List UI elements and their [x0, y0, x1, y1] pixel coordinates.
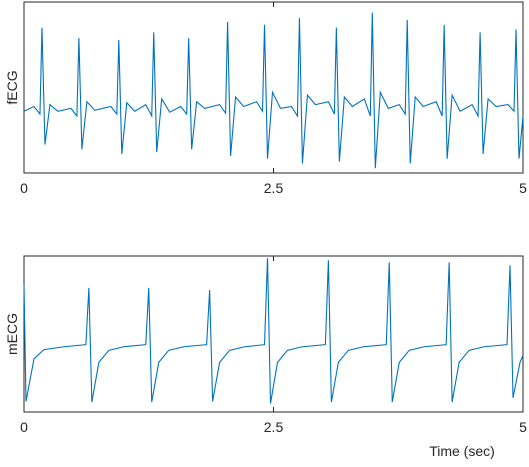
line-series	[23, 12, 524, 169]
x-tick-label: 2.5	[264, 180, 284, 196]
x-axis-label: Time (sec)	[429, 443, 495, 459]
x-tick-label: 5	[519, 419, 527, 435]
line-series	[23, 258, 524, 404]
y-axis-label: mECG	[4, 313, 20, 355]
x-tick-label: 2.5	[264, 419, 284, 435]
x-tick-label: 5	[519, 180, 527, 196]
x-tick-label: 0	[20, 419, 28, 435]
y-axis-label: fECG	[4, 70, 20, 104]
x-tick-label: 0	[20, 180, 28, 196]
